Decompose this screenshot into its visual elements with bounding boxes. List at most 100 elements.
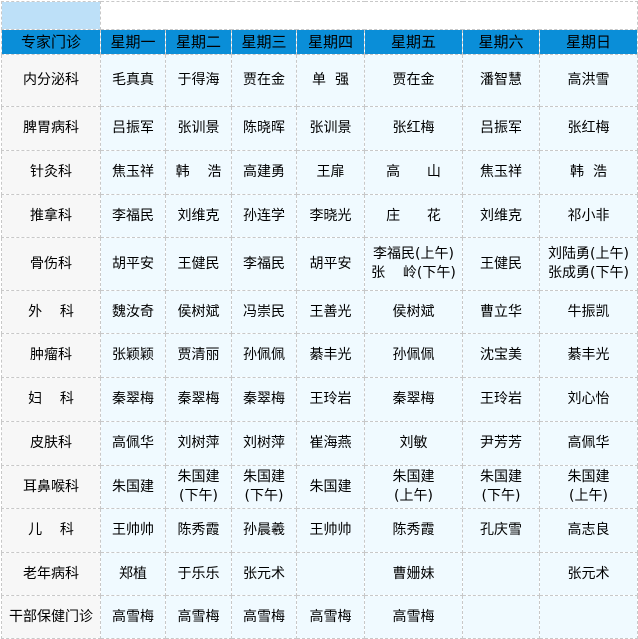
doctor-cell[interactable]: 刘敏 (364, 421, 463, 466)
doctor-cell[interactable]: 潘智慧 (462, 54, 540, 107)
doctor-cell[interactable]: 陈晓晖 (231, 106, 297, 151)
department-cell[interactable]: 儿 科 (1, 508, 101, 553)
department-cell[interactable]: 内分泌科 (1, 54, 101, 107)
doctor-cell[interactable]: 于得海 (165, 54, 232, 107)
doctor-cell[interactable]: 朱国建 (上午) (539, 465, 638, 509)
doctor-cell[interactable]: 孙佩佩 (231, 333, 297, 378)
header-day[interactable]: 星期四 (296, 29, 365, 55)
doctor-cell[interactable]: 刘心怡 (539, 377, 638, 422)
doctor-cell[interactable]: 高 山 (364, 150, 463, 195)
department-cell[interactable]: 骨伤科 (1, 237, 101, 291)
doctor-cell[interactable]: 张训景 (296, 106, 365, 151)
doctor-cell[interactable]: 高雪梅 (364, 595, 463, 639)
doctor-cell[interactable]: 秦翠梅 (100, 377, 166, 422)
blank-cell[interactable] (100, 1, 638, 30)
department-cell[interactable]: 外 科 (1, 290, 101, 334)
department-cell[interactable]: 皮肤科 (1, 421, 101, 466)
department-cell[interactable]: 推拿科 (1, 194, 101, 238)
doctor-cell[interactable]: 綦丰光 (296, 333, 365, 378)
doctor-cell[interactable]: 郑植 (100, 552, 166, 596)
department-cell[interactable]: 老年病科 (1, 552, 101, 596)
doctor-cell[interactable] (296, 552, 365, 596)
doctor-cell[interactable]: 魏汝奇 (100, 290, 166, 334)
doctor-cell[interactable]: 李福民 (231, 237, 297, 291)
doctor-cell[interactable]: 高洪雪 (539, 54, 638, 107)
doctor-cell[interactable]: 单 强 (296, 54, 365, 107)
doctor-cell[interactable]: 孙晨羲 (231, 508, 297, 553)
doctor-cell[interactable]: 王扉 (296, 150, 365, 195)
doctor-cell[interactable]: 高志良 (539, 508, 638, 553)
doctor-cell[interactable]: 冯崇民 (231, 290, 297, 334)
doctor-cell[interactable]: 高雪梅 (296, 595, 365, 639)
doctor-cell[interactable]: 刘陆勇(上午) 张成勇(下午) (539, 237, 638, 291)
doctor-cell[interactable]: 庄 花 (364, 194, 463, 238)
doctor-cell[interactable]: 秦翠梅 (165, 377, 232, 422)
doctor-cell[interactable]: 孙连学 (231, 194, 297, 238)
header-day[interactable]: 星期日 (539, 29, 638, 55)
doctor-cell[interactable]: 李福民 (100, 194, 166, 238)
doctor-cell[interactable]: 张颖颖 (100, 333, 166, 378)
doctor-cell[interactable]: 朱国建 (下午) (462, 465, 540, 509)
doctor-cell[interactable]: 于乐乐 (165, 552, 232, 596)
doctor-cell[interactable] (462, 552, 540, 596)
doctor-cell[interactable]: 张红梅 (364, 106, 463, 151)
doctor-cell[interactable]: 崔海燕 (296, 421, 365, 466)
doctor-cell[interactable]: 毛真真 (100, 54, 166, 107)
department-cell[interactable]: 针灸科 (1, 150, 101, 195)
header-day[interactable]: 星期二 (165, 29, 232, 55)
doctor-cell[interactable]: 吕振军 (462, 106, 540, 151)
doctor-cell[interactable]: 侯树斌 (364, 290, 463, 334)
doctor-cell[interactable]: 陈秀霞 (165, 508, 232, 553)
doctor-cell[interactable]: 李福民(上午) 张 岭(下午) (364, 237, 463, 291)
doctor-cell[interactable]: 秦翠梅 (364, 377, 463, 422)
doctor-cell[interactable]: 王帅帅 (296, 508, 365, 553)
doctor-cell[interactable]: 高建勇 (231, 150, 297, 195)
doctor-cell[interactable]: 张红梅 (539, 106, 638, 151)
doctor-cell[interactable]: 王玲岩 (462, 377, 540, 422)
doctor-cell[interactable]: 胡平安 (100, 237, 166, 291)
header-day[interactable]: 星期一 (100, 29, 166, 55)
header-day[interactable]: 星期三 (231, 29, 297, 55)
doctor-cell[interactable]: 刘树萍 (231, 421, 297, 466)
doctor-cell[interactable] (539, 595, 638, 639)
doctor-cell[interactable]: 王善光 (296, 290, 365, 334)
doctor-cell[interactable]: 王玲岩 (296, 377, 365, 422)
header-department[interactable]: 专家门诊 (1, 29, 101, 55)
doctor-cell[interactable]: 吕振军 (100, 106, 166, 151)
doctor-cell[interactable]: 朱国建 (100, 465, 166, 509)
department-cell[interactable]: 肿瘤科 (1, 333, 101, 378)
doctor-cell[interactable]: 张元术 (231, 552, 297, 596)
doctor-cell[interactable] (462, 595, 540, 639)
doctor-cell[interactable]: 祁小非 (539, 194, 638, 238)
doctor-cell[interactable]: 曹立华 (462, 290, 540, 334)
doctor-cell[interactable]: 秦翠梅 (231, 377, 297, 422)
doctor-cell[interactable]: 朱国建 (上午) (364, 465, 463, 509)
doctor-cell[interactable]: 焦玉祥 (462, 150, 540, 195)
doctor-cell[interactable]: 李晓光 (296, 194, 365, 238)
doctor-cell[interactable]: 王健民 (462, 237, 540, 291)
doctor-cell[interactable]: 韩 浩 (165, 150, 232, 195)
doctor-cell[interactable]: 孔庆雪 (462, 508, 540, 553)
doctor-cell[interactable]: 牛振凯 (539, 290, 638, 334)
doctor-cell[interactable]: 綦丰光 (539, 333, 638, 378)
doctor-cell[interactable]: 张元术 (539, 552, 638, 596)
department-cell[interactable]: 耳鼻喉科 (1, 465, 101, 509)
doctor-cell[interactable]: 尹芳芳 (462, 421, 540, 466)
header-day[interactable]: 星期六 (462, 29, 540, 55)
doctor-cell[interactable]: 高雪梅 (231, 595, 297, 639)
doctor-cell[interactable]: 刘维克 (165, 194, 232, 238)
doctor-cell[interactable]: 朱国建 (下午) (231, 465, 297, 509)
doctor-cell[interactable]: 贾清丽 (165, 333, 232, 378)
doctor-cell[interactable]: 高佩华 (539, 421, 638, 466)
doctor-cell[interactable]: 张训景 (165, 106, 232, 151)
doctor-cell[interactable]: 王帅帅 (100, 508, 166, 553)
doctor-cell[interactable]: 朱国建 (296, 465, 365, 509)
doctor-cell[interactable]: 贾在金 (231, 54, 297, 107)
doctor-cell[interactable]: 刘树萍 (165, 421, 232, 466)
doctor-cell[interactable]: 孙佩佩 (364, 333, 463, 378)
doctor-cell[interactable]: 韩 浩 (539, 150, 638, 195)
doctor-cell[interactable]: 胡平安 (296, 237, 365, 291)
doctor-cell[interactable]: 朱国建 (下午) (165, 465, 232, 509)
doctor-cell[interactable]: 高佩华 (100, 421, 166, 466)
doctor-cell[interactable]: 贾在金 (364, 54, 463, 107)
